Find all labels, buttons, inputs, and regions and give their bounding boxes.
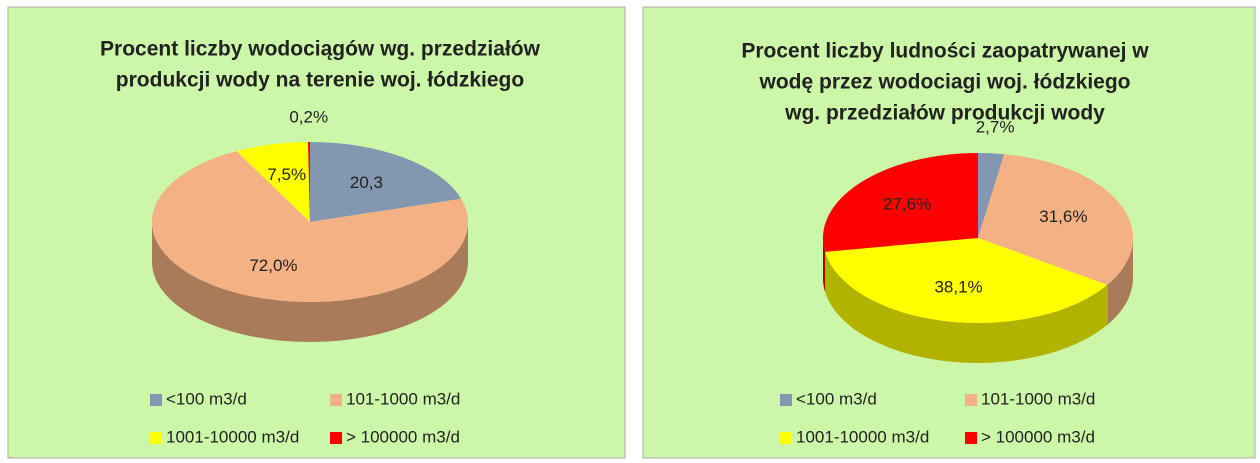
legend-label: > 100000 m3/d	[981, 427, 1095, 446]
legend-label: <100 m3/d	[796, 389, 877, 408]
pie-side-shade	[825, 251, 1108, 363]
data-label: 31,6%	[1039, 207, 1087, 226]
legend-swatch	[150, 394, 162, 406]
pie-side-shade	[1107, 238, 1133, 325]
data-label: 0,2%	[289, 107, 328, 126]
legend-label: 101-1000 m3/d	[981, 389, 1095, 408]
legend-label: 1001-10000 m3/d	[796, 427, 929, 446]
legend-swatch	[330, 432, 342, 444]
data-label: 7,5%	[267, 165, 306, 184]
chart-title: wg. przedziałów produkcji wody	[784, 102, 1105, 125]
pie-slice	[310, 142, 462, 222]
legend-swatch	[330, 394, 342, 406]
legend-swatch	[780, 394, 792, 406]
legend-label: <100 m3/d	[166, 389, 247, 408]
chart-title: produkcji wody na terenie woj. łódzkiego	[116, 69, 524, 92]
pie-slice	[822, 153, 978, 252]
legend-label: > 100000 m3/d	[346, 427, 460, 446]
pie-side	[1107, 238, 1133, 325]
legend-swatch	[780, 432, 792, 444]
data-label: 2,7%	[976, 117, 1015, 136]
pie-side-shade	[822, 238, 826, 292]
data-label: 20,3	[350, 173, 383, 192]
pie-side	[822, 238, 826, 292]
pie-slice	[825, 238, 1108, 323]
pie-side-shade	[152, 222, 468, 342]
legend-swatch	[965, 432, 977, 444]
data-label: 38,1%	[934, 277, 982, 296]
legend-label: 1001-10000 m3/d	[166, 427, 299, 446]
data-label: 27,6%	[883, 194, 931, 213]
pie-slice	[152, 151, 468, 302]
pie-slice	[978, 153, 1005, 238]
legend-swatch	[150, 432, 162, 444]
legend-swatch	[965, 394, 977, 406]
pie-slice	[236, 142, 310, 222]
legend-label: 101-1000 m3/d	[346, 389, 460, 408]
pie-side	[152, 222, 468, 342]
pie-side	[825, 251, 1108, 363]
chart-title: Procent liczby wodociągów wg. przedziałó…	[100, 38, 541, 61]
chart-title: wodę przez wodociagi woj. łódzkiego	[758, 71, 1130, 94]
pie-slice	[308, 142, 310, 222]
data-label: 72,0%	[249, 256, 297, 275]
chart-title: Procent liczby ludności zaopatrywanej w	[741, 40, 1149, 63]
pie-slice	[978, 154, 1133, 285]
